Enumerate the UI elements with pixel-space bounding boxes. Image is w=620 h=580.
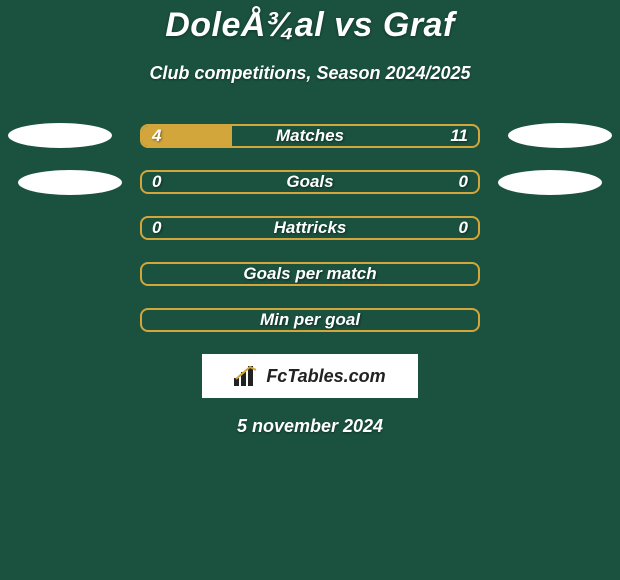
stat-row: 0 Goals 0 bbox=[0, 170, 620, 194]
player-right-ellipse bbox=[498, 170, 602, 195]
stat-value-right: 0 bbox=[459, 218, 468, 238]
stat-row: Goals per match bbox=[0, 262, 620, 286]
stat-value-left: 0 bbox=[152, 172, 161, 192]
stat-row: 0 Hattricks 0 bbox=[0, 216, 620, 240]
logo-box: FcTables.com bbox=[202, 354, 418, 398]
stat-pill: Min per goal bbox=[140, 308, 480, 332]
stat-label: Goals bbox=[286, 172, 333, 192]
stat-value-left: 4 bbox=[152, 126, 161, 146]
stat-rows: 4 Matches 11 0 Goals 0 0 Hattricks 0 Goals per ma… bbox=[0, 124, 620, 332]
stat-label: Matches bbox=[276, 126, 344, 146]
bars-icon bbox=[234, 366, 260, 386]
stat-pill: 0 Goals 0 bbox=[140, 170, 480, 194]
stat-label: Min per goal bbox=[260, 310, 360, 330]
date-label: 5 november 2024 bbox=[0, 416, 620, 437]
stat-pill: Goals per match bbox=[140, 262, 480, 286]
logo-text: FcTables.com bbox=[266, 366, 385, 387]
stat-row: Min per goal bbox=[0, 308, 620, 332]
player-right-ellipse bbox=[508, 123, 612, 148]
stat-label: Hattricks bbox=[274, 218, 347, 238]
stat-pill: 4 Matches 11 bbox=[140, 124, 480, 148]
comparison-card: DoleÅ¾al vs Graf Club competitions, Seas… bbox=[0, 0, 620, 580]
stat-pill: 0 Hattricks 0 bbox=[140, 216, 480, 240]
stat-row: 4 Matches 11 bbox=[0, 124, 620, 148]
page-subtitle: Club competitions, Season 2024/2025 bbox=[0, 63, 620, 84]
stat-value-left: 0 bbox=[152, 218, 161, 238]
stat-label: Goals per match bbox=[243, 264, 376, 284]
logo: FcTables.com bbox=[234, 366, 385, 387]
stat-value-right: 0 bbox=[459, 172, 468, 192]
player-left-ellipse bbox=[8, 123, 112, 148]
player-left-ellipse bbox=[18, 170, 122, 195]
page-title: DoleÅ¾al vs Graf bbox=[0, 6, 620, 45]
stat-value-right: 11 bbox=[450, 126, 468, 146]
